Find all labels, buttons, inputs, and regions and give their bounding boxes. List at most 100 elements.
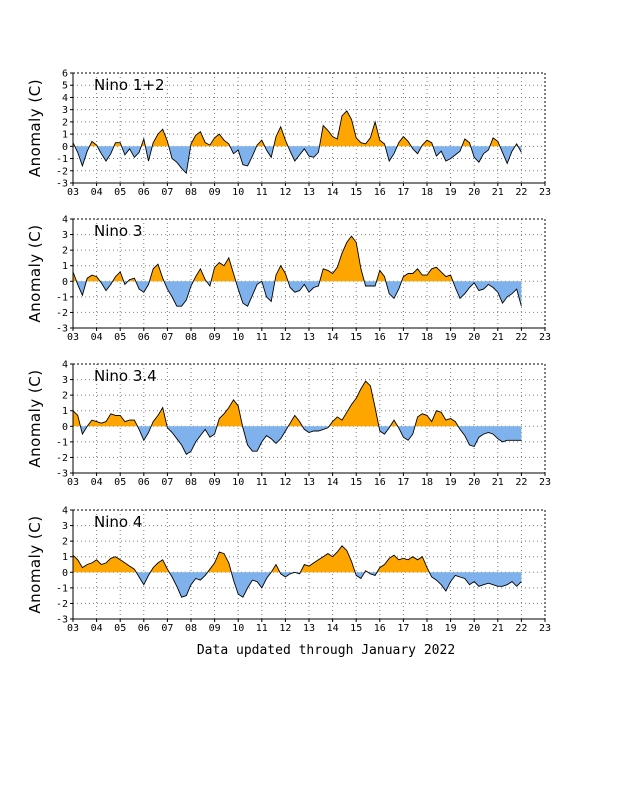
nino-1-2-x-tick-label: 08 [185,187,197,198]
nino-4-y-tick-label: 0 [62,568,68,579]
nino-3-y-tick-label: -3 [56,324,68,335]
nino-3-4-y-tick-label: -3 [56,469,68,480]
nino-3-y-tick-label: 2 [62,246,68,257]
nino-1-2-x-tick-label: 22 [515,187,527,198]
nino-4-y-ticks: -3 -2 -1 0 1 2 3 4 [56,506,73,626]
nino-3-x-tick-label: 08 [185,332,197,343]
nino-1-2-title: Nino 1+2 [94,76,165,94]
nino-1-2-positive-area [397,136,412,147]
nino-4-x-tick-label: 08 [185,623,197,634]
nino-4-x-tick-label: 10 [232,623,244,634]
nino-3-4-positive-area [415,410,459,427]
nino-4-title: Nino 4 [94,513,142,531]
nino-3-negative-area [288,281,320,293]
nino-3-4-x-tick-label: 22 [515,477,527,488]
nino-3-4-y-tick-label: 3 [62,375,68,386]
nino-1-2-x-tick-label: 05 [114,187,126,198]
nino-3-anomaly-line [72,235,522,307]
nino-3-4-x-tick-label: 06 [138,477,150,488]
nino-3-4-positive-area [87,413,138,427]
nino-1-2-x-tick-label: 21 [492,187,504,198]
nino-3-4-y-ticks: -3 -2 -1 0 1 2 3 4 [56,360,73,480]
nino-3-4-x-tick-label: 18 [421,477,433,488]
nino-3-4-x-tick-label: 03 [67,477,79,488]
nino-3-x-tick-label: 15 [350,332,362,343]
nino-3-x-tick-label: 06 [138,332,150,343]
nino-3-y-tick-label: 3 [62,230,68,241]
nino-4-x-tick-label: 22 [515,623,527,634]
nino-3-4-x-tick-label: 04 [91,477,103,488]
nino-1-2-x-tick-label: 13 [303,187,315,198]
nino-3-x-tick-label: 23 [539,332,551,343]
nino-3-4-x-tick-label: 11 [256,477,268,488]
nino-3-4-x-tick-label: 16 [374,477,386,488]
nino-3-x-tick-label: 11 [256,332,268,343]
nino-4-negative-area [429,572,522,591]
nino-3-negative-area [135,281,150,293]
nino-4-negative-area [169,572,208,598]
nino-3-positive-area [319,236,365,282]
nino-3-x-tick-label: 16 [374,332,386,343]
nino-3-x-tick-label: 19 [445,332,457,343]
nino-4-x-tick-label: 04 [91,623,103,634]
nino-3-4-negative-area [167,426,217,455]
nino-3-x-tick-label: 13 [303,332,315,343]
nino-3-4-x-tick-label: 10 [232,477,244,488]
nino-1-2-x-tick-label: 20 [468,187,480,198]
nino-1-2-x-tick-label: 19 [445,187,457,198]
nino-3-4-negative-area [397,426,415,441]
nino-3-y-axis-label: Anomaly (C) [26,224,44,322]
nino-4-positive-area [271,564,280,573]
nino-1-2-y-tick-label: 3 [62,105,68,116]
nino-4-y-tick-label: 2 [62,537,68,548]
nino-1-2-x-tick-label: 16 [374,187,386,198]
nino-1-2-y-tick-label: 6 [62,69,68,80]
nino-3-4-x-tick-label: 20 [468,477,480,488]
nino-3-4-x-tick-label: 14 [327,477,339,488]
nino-3-4-anomaly-line [72,380,522,455]
nino-4-x-tick-label: 11 [256,623,268,634]
nino-4-positive-area [150,559,170,573]
nino-3-4-y-tick-label: 4 [62,360,68,371]
nino-3-4-x-ticks: 03 04 05 06 07 08 09 10 11 12 13 14 15 16 17 18 19 20 21 22… [67,473,551,488]
nino-3-4-x-tick-label: 12 [279,477,291,488]
nino-3-area-fills [73,236,522,307]
nino-1-2-x-tick-label: 11 [256,187,268,198]
nino-4-x-tick-label: 06 [138,623,150,634]
nino-3-x-tick-label: 09 [209,332,221,343]
nino-1-2-y-tick-label: 4 [62,93,68,104]
nino-1-2-x-tick-label: 04 [91,187,103,198]
nino-1-2-x-tick-label: 06 [138,187,150,198]
nino-4-y-tick-label: -3 [56,615,68,626]
nino-4-x-tick-label: 14 [327,623,339,634]
nino-4-positive-area [207,552,232,573]
nino-3-y-ticks: -3 -2 -1 0 1 2 3 4 [56,215,73,335]
nino-3-negative-area [164,281,194,307]
nino-4-x-tick-label: 16 [374,623,386,634]
nino-1-2-positive-area [256,140,265,147]
nino-3-4-negative-area [242,426,289,452]
nino-3-title: Nino 3 [94,222,142,240]
nino-1-2-y-tick-label: 0 [62,142,68,153]
nino-1-2-x-tick-label: 03 [67,187,79,198]
nino-4-x-tick-label: 13 [303,623,315,634]
nino-4-negative-area [368,572,377,576]
nino-4-negative-area [231,572,272,598]
nino-4-negative-area [136,572,151,585]
nino-3-y-tick-label: 1 [62,261,68,272]
nino-3-4-y-tick-label: 1 [62,406,68,417]
nino-1-2-positive-area [273,126,288,147]
nino-3-4-negative-area [458,426,522,447]
nino-3-4-y-tick-label: -1 [56,437,68,448]
nino-1-2-positive-area [113,142,122,147]
nino-3-4-x-tick-label: 21 [492,477,504,488]
nino-3-4-y-tick-label: 0 [62,422,68,433]
nino-3-x-tick-label: 07 [161,332,173,343]
nino-3-x-tick-label: 22 [515,332,527,343]
nino-3-4-x-tick-label: 23 [539,477,551,488]
